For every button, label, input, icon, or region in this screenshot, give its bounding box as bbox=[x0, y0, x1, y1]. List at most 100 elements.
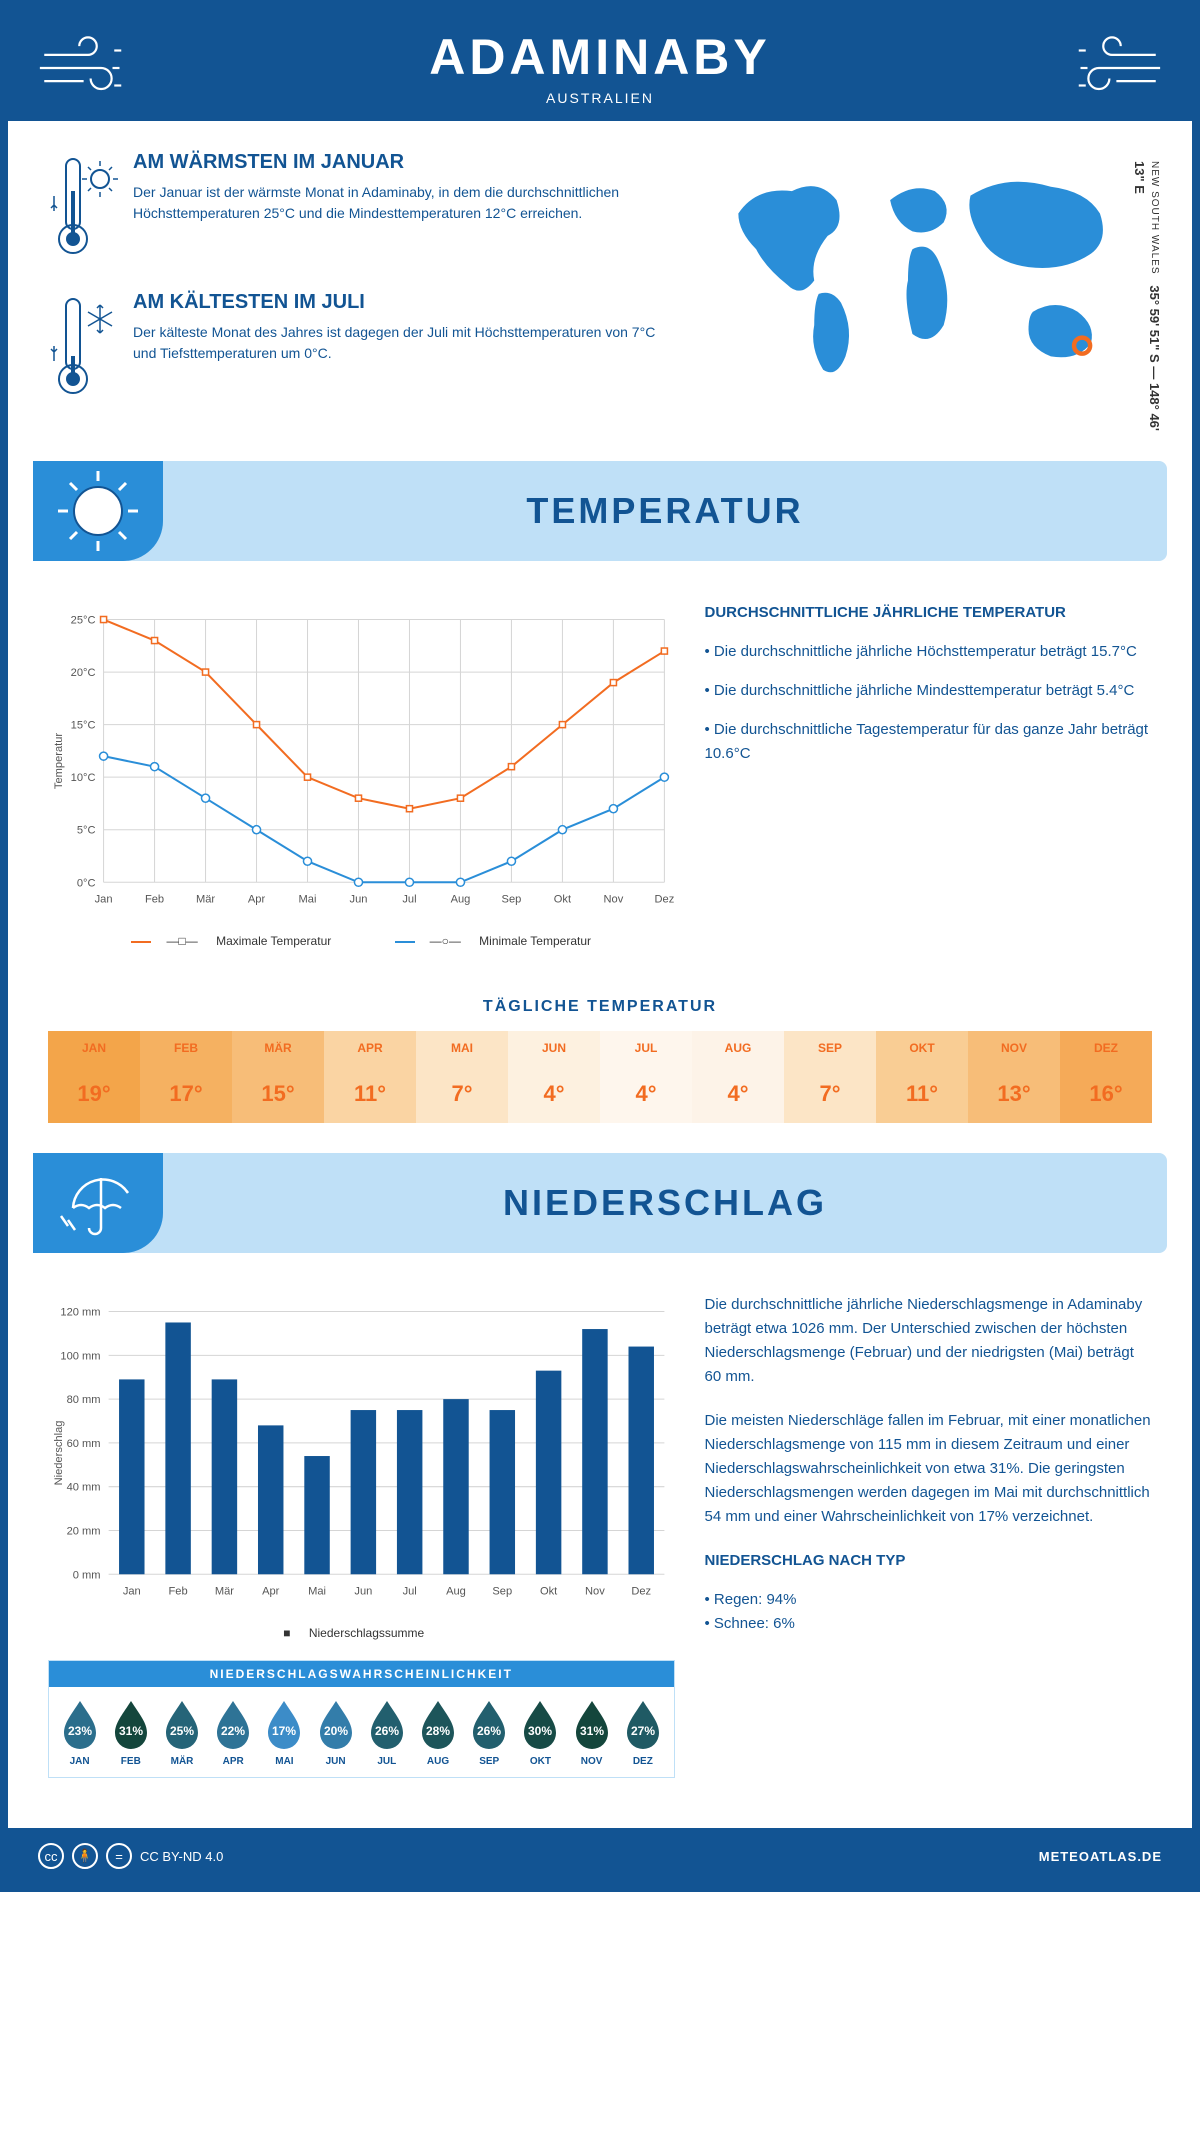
svg-text:20°C: 20°C bbox=[71, 667, 96, 679]
license-block: cc 🧍 = CC BY-ND 4.0 bbox=[38, 1843, 223, 1869]
temp-cell: FEB17° bbox=[140, 1031, 232, 1123]
coldest-title: AM KÄLTESTEN IM JULI bbox=[133, 291, 680, 314]
svg-text:Sep: Sep bbox=[502, 893, 522, 905]
svg-text:Apr: Apr bbox=[248, 893, 266, 905]
svg-text:Jun: Jun bbox=[350, 893, 368, 905]
temp-cell: JAN19° bbox=[48, 1031, 140, 1123]
precip-drop: 26%JUL bbox=[361, 1697, 412, 1767]
svg-text:0 mm: 0 mm bbox=[73, 1569, 101, 1581]
temperature-heading: TEMPERATUR bbox=[163, 490, 1167, 532]
cc-icon: cc bbox=[38, 1843, 64, 1869]
svg-text:Dez: Dez bbox=[655, 893, 675, 905]
coldest-block: AM KÄLTESTEN IM JULI Der kälteste Monat … bbox=[48, 291, 680, 406]
temp-cell: OKT11° bbox=[876, 1031, 968, 1123]
temperature-line-chart: 0°C5°C10°C15°C20°C25°CJanFebMärAprMaiJun… bbox=[48, 601, 675, 921]
precip-drop: 20%JUN bbox=[310, 1697, 361, 1767]
svg-text:Jan: Jan bbox=[95, 893, 113, 905]
temp-cell: APR11° bbox=[324, 1031, 416, 1123]
svg-text:28%: 28% bbox=[426, 1724, 450, 1738]
precip-legend: ■ Niederschlagssumme bbox=[48, 1626, 675, 1640]
temp-cell: SEP7° bbox=[784, 1031, 876, 1123]
precip-type-item: • Regen: 94% bbox=[705, 1588, 1153, 1612]
svg-text:Feb: Feb bbox=[169, 1585, 188, 1597]
warmest-title: AM WÄRMSTEN IM JANUAR bbox=[133, 151, 680, 174]
temp-cell: MAI7° bbox=[416, 1031, 508, 1123]
svg-text:120 mm: 120 mm bbox=[60, 1307, 100, 1319]
svg-text:Jan: Jan bbox=[123, 1585, 141, 1597]
temp-sidebar-title: DURCHSCHNITTLICHE JÄHRLICHE TEMPERATUR bbox=[705, 601, 1153, 625]
precip-para: Die meisten Niederschläge fallen im Febr… bbox=[705, 1409, 1153, 1529]
warmest-block: AM WÄRMSTEN IM JANUAR Der Januar ist der… bbox=[48, 151, 680, 266]
precip-bar-chart: 0 mm20 mm40 mm60 mm80 mm100 mm120 mmJanF… bbox=[48, 1293, 675, 1613]
svg-text:5°C: 5°C bbox=[77, 825, 96, 837]
svg-text:Okt: Okt bbox=[540, 1585, 557, 1597]
umbrella-icon bbox=[33, 1153, 163, 1253]
svg-text:Feb: Feb bbox=[145, 893, 164, 905]
precip-drop: 27%DEZ bbox=[617, 1697, 668, 1767]
coldest-text: Der kälteste Monat des Jahres ist dagege… bbox=[133, 322, 680, 364]
precip-drop: 23%JAN bbox=[54, 1697, 105, 1767]
intro-section: AM WÄRMSTEN IM JANUAR Der Januar ist der… bbox=[8, 121, 1192, 451]
warmest-text: Der Januar ist der wärmste Monat in Adam… bbox=[133, 182, 680, 224]
svg-text:60 mm: 60 mm bbox=[67, 1438, 101, 1450]
precip-drop: 31%FEB bbox=[105, 1697, 156, 1767]
svg-text:Nov: Nov bbox=[585, 1585, 605, 1597]
svg-text:Jun: Jun bbox=[354, 1585, 372, 1597]
svg-text:Apr: Apr bbox=[262, 1585, 280, 1597]
site-name: METEOATLAS.DE bbox=[1039, 1849, 1162, 1864]
svg-text:25%: 25% bbox=[170, 1724, 194, 1738]
svg-text:Nov: Nov bbox=[604, 893, 624, 905]
svg-text:30%: 30% bbox=[528, 1724, 552, 1738]
page-header: ADAMINABY AUSTRALIEN bbox=[8, 8, 1192, 121]
svg-text:100 mm: 100 mm bbox=[60, 1350, 100, 1362]
precip-type-title: NIEDERSCHLAG NACH TYP bbox=[705, 1549, 1153, 1573]
svg-text:Okt: Okt bbox=[554, 893, 571, 905]
temp-legend: —□— Maximale Temperatur —○— Minimale Tem… bbox=[48, 934, 675, 948]
svg-text:Mär: Mär bbox=[215, 1585, 234, 1597]
svg-text:0°C: 0°C bbox=[77, 877, 96, 889]
daily-temp-table: JAN19°FEB17°MÄR15°APR11°MAI7°JUN4°JUL4°A… bbox=[48, 1031, 1152, 1123]
nd-icon: = bbox=[106, 1843, 132, 1869]
coordinates: NEW SOUTH WALES 35° 59' 51" S — 148° 46'… bbox=[1132, 161, 1162, 431]
svg-text:Jul: Jul bbox=[402, 893, 416, 905]
temperature-section-header: TEMPERATUR bbox=[33, 461, 1167, 561]
svg-text:27%: 27% bbox=[631, 1724, 655, 1738]
sun-icon bbox=[33, 461, 163, 561]
svg-text:25°C: 25°C bbox=[71, 615, 96, 627]
precip-section-header: NIEDERSCHLAG bbox=[33, 1153, 1167, 1253]
precip-drop: 28%AUG bbox=[412, 1697, 463, 1767]
precip-drop: 30%OKT bbox=[515, 1697, 566, 1767]
svg-text:Aug: Aug bbox=[451, 893, 471, 905]
svg-text:17%: 17% bbox=[272, 1724, 296, 1738]
svg-text:22%: 22% bbox=[221, 1724, 245, 1738]
location-title: ADAMINABY bbox=[8, 28, 1192, 86]
svg-text:31%: 31% bbox=[119, 1724, 143, 1738]
svg-text:Mär: Mär bbox=[196, 893, 215, 905]
svg-text:80 mm: 80 mm bbox=[67, 1394, 101, 1406]
temp-cell: MÄR15° bbox=[232, 1031, 324, 1123]
thermometer-cold-icon bbox=[48, 291, 118, 406]
precip-drop: 22%APR bbox=[208, 1697, 259, 1767]
wind-icon-left bbox=[33, 33, 143, 108]
svg-text:Temperatur: Temperatur bbox=[53, 733, 65, 789]
svg-text:Jul: Jul bbox=[403, 1585, 417, 1597]
svg-text:Mai: Mai bbox=[299, 893, 317, 905]
precip-para: Die durchschnittliche jährliche Niedersc… bbox=[705, 1293, 1153, 1389]
svg-text:Mai: Mai bbox=[308, 1585, 326, 1597]
svg-text:31%: 31% bbox=[580, 1724, 604, 1738]
temp-bullet: • Die durchschnittliche jährliche Mindes… bbox=[705, 679, 1153, 703]
svg-text:26%: 26% bbox=[375, 1724, 399, 1738]
temp-cell: DEZ16° bbox=[1060, 1031, 1152, 1123]
precip-probability-panel: NIEDERSCHLAGSWAHRSCHEINLICHKEIT 23%JAN31… bbox=[48, 1660, 675, 1778]
precip-heading: NIEDERSCHLAG bbox=[163, 1182, 1167, 1224]
svg-text:Dez: Dez bbox=[631, 1585, 651, 1597]
temp-cell: NOV13° bbox=[968, 1031, 1060, 1123]
world-map bbox=[700, 151, 1152, 401]
temp-cell: JUL4° bbox=[600, 1031, 692, 1123]
precip-drop: 25%MÄR bbox=[156, 1697, 207, 1767]
location-subtitle: AUSTRALIEN bbox=[8, 90, 1192, 106]
by-icon: 🧍 bbox=[72, 1843, 98, 1869]
temp-bullet: • Die durchschnittliche jährliche Höchst… bbox=[705, 640, 1153, 664]
svg-text:23%: 23% bbox=[68, 1724, 92, 1738]
svg-text:10°C: 10°C bbox=[71, 772, 96, 784]
